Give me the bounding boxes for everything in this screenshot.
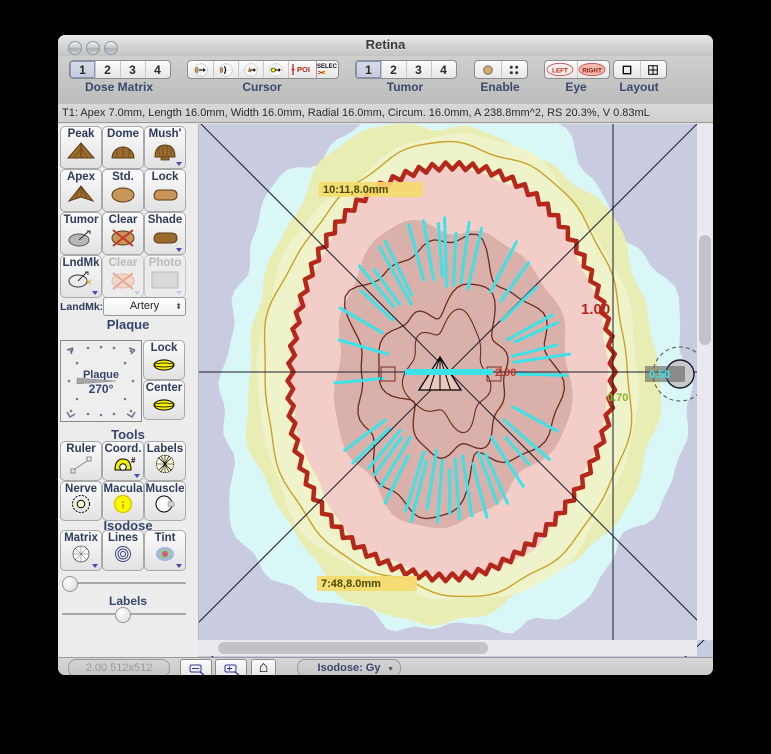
svg-text:2.00: 2.00 — [495, 367, 516, 379]
svg-text:SELECT: SELECT — [317, 64, 337, 70]
svg-text:LEFT: LEFT — [552, 67, 568, 74]
svg-text:RIGHT: RIGHT — [582, 67, 602, 74]
svg-text:#: # — [131, 456, 136, 465]
svg-text:POI: POI — [297, 65, 310, 74]
svg-text:7:48,8.0mm: 7:48,8.0mm — [321, 578, 381, 590]
svg-text:270°: 270° — [89, 382, 114, 396]
svg-text:0.70: 0.70 — [607, 392, 628, 404]
svg-text:0.50: 0.50 — [649, 369, 670, 381]
svg-text:1.00: 1.00 — [581, 301, 610, 318]
svg-text:10:11,8.0mm: 10:11,8.0mm — [323, 184, 389, 196]
